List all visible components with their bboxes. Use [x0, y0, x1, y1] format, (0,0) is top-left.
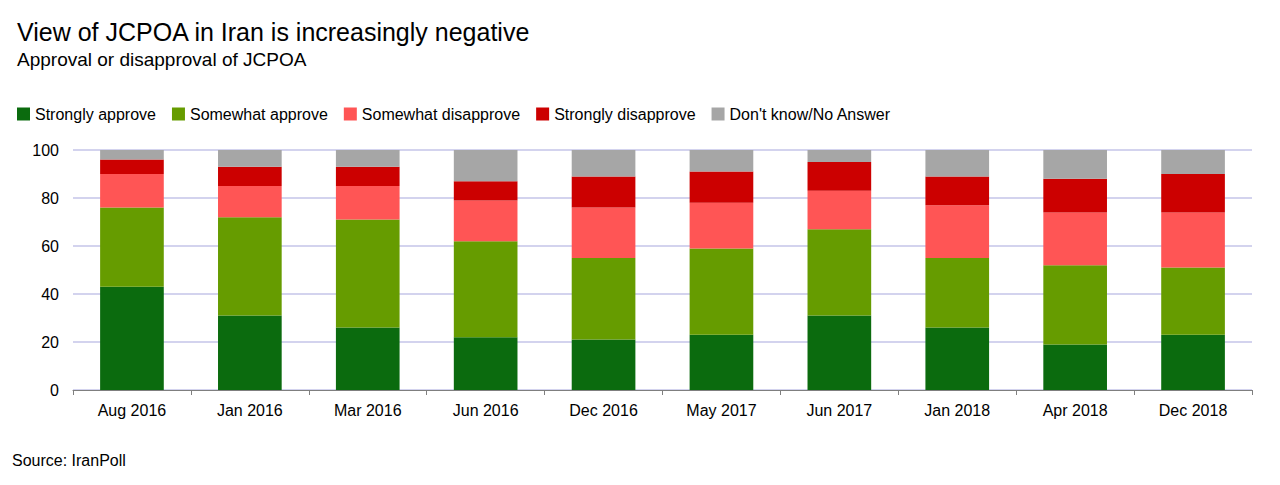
svg-text:Dec 2016: Dec 2016 [569, 402, 638, 419]
svg-text:View of JCPOA in Iran is incre: View of JCPOA in Iran is increasingly ne… [17, 18, 529, 46]
svg-text:Dec 2018: Dec 2018 [1159, 402, 1228, 419]
svg-text:Source: IranPoll: Source: IranPoll [12, 452, 126, 469]
svg-text:Strongly disapprove: Strongly disapprove [554, 106, 696, 123]
svg-text:Don't know/No Answer: Don't know/No Answer [730, 106, 891, 123]
svg-text:Somewhat disapprove: Somewhat disapprove [362, 106, 520, 123]
svg-text:20: 20 [41, 334, 59, 351]
svg-text:Mar 2016: Mar 2016 [334, 402, 402, 419]
svg-text:0: 0 [50, 382, 59, 399]
svg-text:Jun 2017: Jun 2017 [806, 402, 872, 419]
svg-text:100: 100 [32, 142, 59, 159]
svg-text:40: 40 [41, 286, 59, 303]
svg-text:Somewhat approve: Somewhat approve [190, 106, 328, 123]
svg-text:Jan 2018: Jan 2018 [924, 402, 990, 419]
svg-text:Strongly approve: Strongly approve [35, 106, 156, 123]
svg-text:80: 80 [41, 190, 59, 207]
svg-text:Approval or disapproval of JCP: Approval or disapproval of JCPOA [17, 49, 307, 70]
svg-text:Jan 2016: Jan 2016 [217, 402, 283, 419]
svg-text:May 2017: May 2017 [686, 402, 756, 419]
svg-text:Aug 2016: Aug 2016 [98, 402, 167, 419]
svg-text:Apr 2018: Apr 2018 [1043, 402, 1108, 419]
svg-text:60: 60 [41, 238, 59, 255]
svg-text:Jun 2016: Jun 2016 [453, 402, 519, 419]
